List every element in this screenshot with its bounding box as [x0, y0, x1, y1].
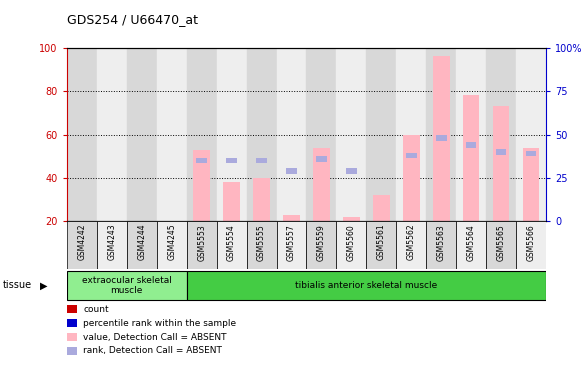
Text: tissue: tissue	[3, 280, 32, 291]
FancyBboxPatch shape	[277, 221, 307, 269]
FancyBboxPatch shape	[486, 221, 516, 269]
Bar	[97, 48, 127, 221]
Bar	[433, 56, 450, 221]
Bar	[516, 48, 546, 221]
Text: GSM5563: GSM5563	[437, 224, 446, 261]
Bar	[493, 106, 510, 221]
Bar	[227, 158, 237, 163]
Bar	[253, 178, 270, 221]
Bar	[336, 48, 367, 221]
Text: percentile rank within the sample: percentile rank within the sample	[83, 319, 236, 328]
Bar	[277, 48, 307, 221]
FancyBboxPatch shape	[67, 221, 97, 269]
Bar	[343, 217, 360, 221]
FancyBboxPatch shape	[187, 221, 217, 269]
Bar	[496, 149, 507, 154]
Text: GDS254 / U66470_at: GDS254 / U66470_at	[67, 13, 198, 26]
FancyBboxPatch shape	[456, 221, 486, 269]
Bar	[436, 135, 447, 141]
Bar	[157, 48, 187, 221]
Text: GSM5564: GSM5564	[467, 224, 476, 261]
FancyBboxPatch shape	[157, 221, 187, 269]
Text: GSM5559: GSM5559	[317, 224, 326, 261]
Bar	[286, 168, 297, 174]
Bar	[127, 48, 157, 221]
Text: tibialis anterior skeletal muscle: tibialis anterior skeletal muscle	[295, 281, 437, 290]
Bar	[193, 150, 210, 221]
Bar	[196, 158, 207, 163]
FancyBboxPatch shape	[336, 221, 367, 269]
Bar	[187, 48, 217, 221]
FancyBboxPatch shape	[367, 221, 396, 269]
FancyBboxPatch shape	[307, 221, 336, 269]
Text: value, Detection Call = ABSENT: value, Detection Call = ABSENT	[83, 333, 227, 341]
Text: GSM5565: GSM5565	[497, 224, 505, 261]
FancyBboxPatch shape	[516, 221, 546, 269]
Bar	[426, 48, 456, 221]
Bar	[307, 48, 336, 221]
Bar	[246, 48, 277, 221]
Bar	[486, 48, 516, 221]
Bar	[284, 215, 300, 221]
FancyBboxPatch shape	[127, 221, 157, 269]
FancyBboxPatch shape	[246, 221, 277, 269]
FancyBboxPatch shape	[217, 221, 246, 269]
Bar	[456, 48, 486, 221]
Bar	[346, 168, 357, 174]
Bar	[463, 96, 479, 221]
Bar	[256, 158, 267, 163]
Text: GSM5566: GSM5566	[526, 224, 536, 261]
Bar	[466, 142, 476, 147]
FancyBboxPatch shape	[67, 270, 187, 300]
Bar	[373, 195, 390, 221]
Text: rank, Detection Call = ABSENT: rank, Detection Call = ABSENT	[83, 347, 222, 355]
Bar	[67, 48, 97, 221]
Text: GSM5561: GSM5561	[377, 224, 386, 261]
Bar	[313, 147, 329, 221]
Text: GSM4245: GSM4245	[167, 224, 176, 261]
FancyBboxPatch shape	[426, 221, 456, 269]
Bar	[526, 151, 536, 156]
Bar	[523, 147, 539, 221]
Text: GSM5557: GSM5557	[287, 224, 296, 261]
Text: GSM5555: GSM5555	[257, 224, 266, 261]
Text: extraocular skeletal
muscle: extraocular skeletal muscle	[82, 276, 171, 295]
FancyBboxPatch shape	[97, 221, 127, 269]
Bar	[403, 134, 419, 221]
Text: GSM5562: GSM5562	[407, 224, 416, 261]
Bar	[223, 182, 240, 221]
Text: GSM4244: GSM4244	[137, 224, 146, 261]
Bar	[367, 48, 396, 221]
Text: GSM5560: GSM5560	[347, 224, 356, 261]
Bar	[217, 48, 246, 221]
Text: ▶: ▶	[40, 280, 47, 291]
Text: GSM5554: GSM5554	[227, 224, 236, 261]
Text: GSM5553: GSM5553	[197, 224, 206, 261]
Bar	[396, 48, 426, 221]
Bar	[316, 156, 327, 161]
FancyBboxPatch shape	[396, 221, 426, 269]
Text: GSM4242: GSM4242	[77, 224, 87, 260]
FancyBboxPatch shape	[187, 270, 546, 300]
Text: count: count	[83, 305, 109, 314]
Bar	[406, 153, 417, 158]
Text: GSM4243: GSM4243	[107, 224, 116, 261]
